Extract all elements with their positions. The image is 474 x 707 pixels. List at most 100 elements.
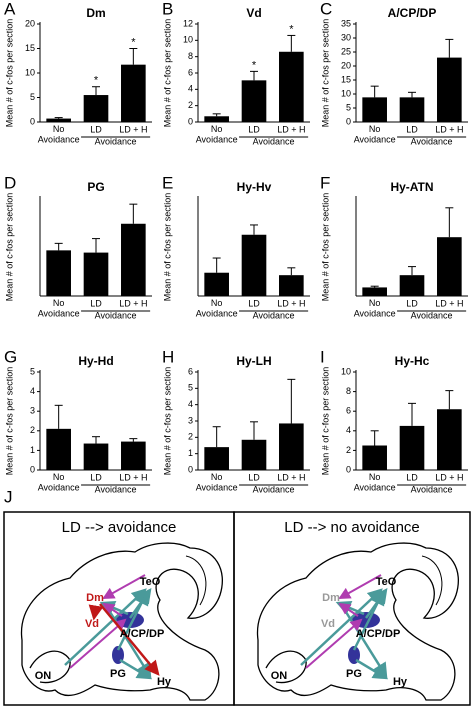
y-tick-label: 8 <box>188 51 193 61</box>
x-tick-label: No Avoidance <box>38 298 80 318</box>
node-label: Dm <box>322 592 340 604</box>
panel-letter: E <box>162 173 173 192</box>
y-axis-label: Mean # of c-fos per section <box>4 367 14 476</box>
bar <box>362 287 387 296</box>
group-label: Avoidance <box>253 310 295 320</box>
chart-title: PG <box>87 180 104 194</box>
bar <box>399 97 425 122</box>
group-label: Avoidance <box>95 310 137 320</box>
y-tick-label: 6 <box>188 67 193 77</box>
y-tick-label: 4 <box>188 399 193 409</box>
chart-title: Hy-Hc <box>395 354 430 368</box>
y-tick-label: 20 <box>341 60 351 70</box>
y-tick-label: 2 <box>188 432 193 442</box>
y-tick-label: 8 <box>346 386 351 396</box>
bar <box>279 275 304 296</box>
chart-title: Dm <box>86 6 105 20</box>
bar <box>204 116 229 122</box>
significance: * <box>252 59 257 71</box>
diagram-title: LD --> no avoidance <box>284 519 420 536</box>
y-tick-label: 4 <box>30 386 35 396</box>
bar <box>437 237 462 296</box>
node-label: Vd <box>321 618 335 630</box>
arrow <box>88 604 104 621</box>
y-axis-label: Mean # of c-fos per section <box>162 367 172 476</box>
chart-title: Hy-LH <box>236 354 271 368</box>
bar <box>204 272 229 296</box>
node-label: A/CP/DP <box>356 628 401 640</box>
x-tick-label: LD + H <box>119 298 147 308</box>
panel-letter: D <box>4 173 16 192</box>
y-axis-label: Mean # of c-fos per section <box>320 19 330 128</box>
bar <box>362 445 387 470</box>
x-tick-label: No Avoidance <box>196 472 238 492</box>
y-tick-label: 0 <box>30 116 35 126</box>
x-tick-label: LD + H <box>119 472 147 482</box>
bar <box>83 95 109 122</box>
x-tick-label: No Avoidance <box>354 472 396 492</box>
bar <box>279 423 304 470</box>
x-tick-label: LD + H <box>435 124 463 134</box>
y-tick-label: 20 <box>25 18 35 28</box>
y-tick-label: 6 <box>346 406 351 416</box>
bar <box>83 252 109 296</box>
group-label: Avoidance <box>95 136 137 146</box>
y-axis-label: Mean # of c-fos per section <box>162 193 172 302</box>
x-tick-label: LD <box>406 124 418 134</box>
panel-letter: C <box>320 0 332 18</box>
x-tick-label: LD + H <box>435 472 463 482</box>
arrow <box>99 603 160 676</box>
node-label: TeO <box>140 576 161 588</box>
y-tick-label: 6 <box>188 366 193 376</box>
y-tick-label: 4 <box>346 425 351 435</box>
y-tick-label: 5 <box>188 383 193 393</box>
node-label: Vd <box>85 618 99 630</box>
bar <box>437 57 462 122</box>
group-label: Avoidance <box>253 484 295 494</box>
x-tick-label: No Avoidance <box>354 298 396 318</box>
y-tick-label: 0 <box>188 116 193 126</box>
panel-letter: G <box>4 347 17 366</box>
chart-title: Hy-Hd <box>78 354 113 368</box>
y-tick-label: 2 <box>188 100 193 110</box>
x-tick-label: LD <box>248 472 260 482</box>
y-tick-label: 5 <box>30 92 35 102</box>
node-label: TeO <box>376 576 397 588</box>
y-tick-label: 3 <box>30 406 35 416</box>
significance: * <box>94 75 99 87</box>
x-tick-label: LD <box>90 124 102 134</box>
diagram-box <box>233 511 471 706</box>
x-tick-label: LD <box>90 298 102 308</box>
y-tick-label: 30 <box>341 32 351 42</box>
y-tick-label: 1 <box>188 448 193 458</box>
group-label: Avoidance <box>95 484 137 494</box>
y-tick-label: 0 <box>30 464 35 474</box>
x-tick-label: LD <box>248 298 260 308</box>
node-label: PG <box>110 668 126 680</box>
x-tick-label: LD + H <box>277 298 305 308</box>
y-tick-label: 5 <box>30 366 35 376</box>
bar <box>121 441 146 470</box>
y-tick-label: 0 <box>346 116 351 126</box>
y-axis-label: Mean # of c-fos per section <box>4 193 14 302</box>
significance: * <box>289 23 294 35</box>
group-label: Avoidance <box>253 136 295 146</box>
y-tick-label: 4 <box>188 84 193 94</box>
x-tick-label: LD <box>406 472 418 482</box>
node-label: ON <box>35 670 52 682</box>
chart-title: Hy-ATN <box>390 180 433 194</box>
y-tick-label: 15 <box>341 74 351 84</box>
x-tick-label: No Avoidance <box>38 124 80 144</box>
panel-letter: J <box>4 487 13 506</box>
y-tick-label: 10 <box>25 67 35 77</box>
node-label: PG <box>346 668 362 680</box>
bar <box>83 443 109 470</box>
bar <box>399 275 425 296</box>
group-label: Avoidance <box>411 484 453 494</box>
bar <box>362 97 387 122</box>
panel-letter: H <box>162 347 174 366</box>
y-axis-label: Mean # of c-fos per section <box>162 19 172 128</box>
group-label: Avoidance <box>411 310 453 320</box>
bar <box>279 51 304 123</box>
